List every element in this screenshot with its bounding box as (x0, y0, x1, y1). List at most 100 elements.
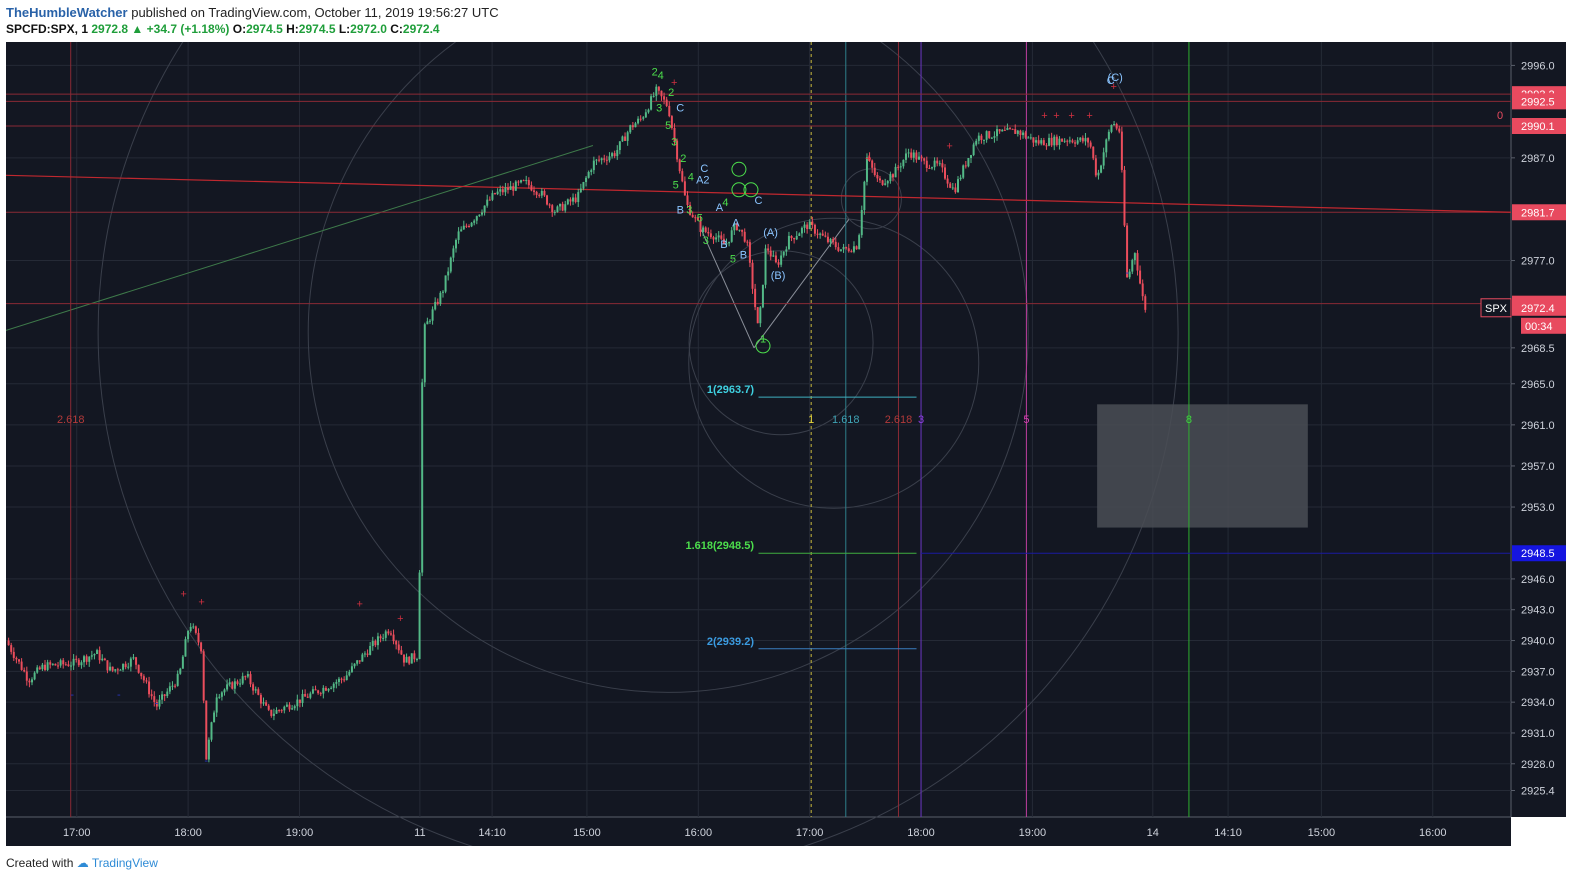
time-tick-label: 14 (1147, 827, 1159, 839)
candle (920, 156, 923, 159)
candle (46, 662, 49, 670)
price-tick-label: 2925.4 (1521, 785, 1555, 797)
candle (858, 235, 861, 250)
candle (1037, 140, 1040, 144)
candle (189, 626, 192, 631)
minus-marker: - (1125, 267, 1129, 279)
candle (192, 626, 195, 628)
candle (337, 678, 340, 683)
high-label: H: (286, 22, 299, 36)
candle (410, 653, 413, 664)
candle (907, 152, 910, 154)
countdown-label: 00:34 (1525, 321, 1553, 333)
candle (1068, 140, 1071, 142)
price-axis[interactable] (1511, 42, 1566, 817)
candle (660, 90, 663, 97)
price-tick-label: 2957.0 (1521, 461, 1555, 473)
candle (915, 152, 918, 160)
ohlc-legend: SPCFD:SPX, 1 2972.8 ▲ +34.7 (+1.18%) O:2… (6, 22, 440, 36)
candle (57, 665, 60, 667)
countdown-tag (1521, 317, 1566, 334)
wave-label-25: (B) (771, 270, 786, 282)
price-chart[interactable]: + + + + + + + + + + + + - - - - - 1(2963.7) 1.618(2948.5)… (6, 42, 1566, 846)
candle (1144, 296, 1147, 310)
candle (135, 657, 138, 665)
candle (405, 656, 408, 663)
candle (764, 248, 767, 285)
candle (25, 671, 28, 681)
candle (787, 235, 790, 250)
candle (936, 160, 939, 164)
candle (821, 233, 824, 236)
candle (28, 680, 31, 683)
candle (748, 242, 751, 263)
time-tick-label: 18:00 (907, 827, 935, 839)
candle (1087, 138, 1090, 143)
wave-line (700, 229, 755, 349)
candle (392, 634, 395, 642)
candle (829, 238, 832, 243)
candle (327, 688, 330, 691)
candle (605, 159, 608, 161)
candle (460, 229, 463, 232)
plus-marker: + (1110, 81, 1116, 93)
candle (806, 224, 809, 230)
candle (153, 696, 156, 702)
candle (49, 662, 52, 665)
price-tag (1512, 118, 1566, 134)
candle (395, 641, 398, 645)
candle (631, 125, 634, 128)
candle (293, 706, 296, 709)
high-value: 2974.5 (298, 22, 336, 36)
time-axis[interactable] (6, 817, 1511, 846)
candle (488, 199, 491, 201)
price-tick-label: 2937.0 (1521, 666, 1555, 678)
candle (1105, 139, 1108, 153)
candle (891, 174, 894, 178)
candle (556, 206, 559, 212)
candle (457, 231, 460, 240)
candle (288, 704, 291, 710)
price-tag (1512, 93, 1566, 110)
plus-marker: + (1068, 110, 1074, 122)
candle (283, 706, 286, 711)
candle (369, 645, 372, 655)
low-label: L: (338, 22, 351, 36)
time-marker-3: 2.618 (885, 414, 913, 426)
candle (756, 307, 759, 324)
candle (1079, 137, 1082, 141)
low-value: 2972.0 (350, 22, 387, 36)
candle (241, 676, 244, 684)
price-tick-label: 2987.0 (1521, 153, 1555, 165)
candle (704, 227, 707, 232)
candle (462, 225, 465, 230)
author-name[interactable]: TheHumbleWatcher (6, 5, 128, 20)
candle (559, 203, 562, 207)
time-marker-6: 8 (1186, 414, 1192, 426)
candle (127, 666, 130, 668)
candle (611, 153, 614, 157)
candle (850, 251, 853, 253)
candle (845, 246, 848, 249)
candle (592, 160, 595, 171)
candle (161, 694, 164, 700)
candle (647, 109, 650, 113)
candle (990, 137, 993, 139)
tradingview-logo-icon[interactable]: ☁ (76, 856, 89, 870)
candle (306, 696, 309, 698)
candle (90, 655, 93, 657)
candle (946, 178, 949, 184)
time-tick-label: 18:00 (174, 827, 202, 839)
candle (275, 710, 278, 714)
symbol-tag-label: SPX (1485, 303, 1508, 315)
candle (803, 224, 806, 228)
candle (387, 631, 390, 634)
candle (728, 241, 731, 244)
candle (782, 251, 785, 256)
tradingview-brand[interactable]: TradingView (91, 856, 158, 870)
candle (970, 155, 973, 159)
candle (114, 669, 117, 671)
candle (83, 656, 86, 663)
candle (897, 166, 900, 168)
candle (374, 640, 377, 646)
